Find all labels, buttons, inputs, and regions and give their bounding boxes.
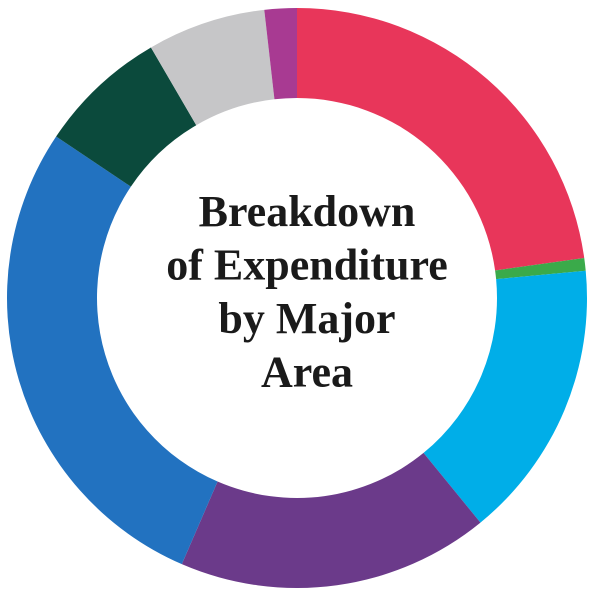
donut-segment [264,8,297,100]
donut-segment [7,136,218,565]
donut-segment [181,452,481,588]
chart-title: Area [261,347,353,396]
chart-title: Breakdown [199,187,416,236]
donut-segment [423,270,587,523]
chart-title: by Major [218,294,395,343]
donut-segment [150,9,275,126]
donut-segment [495,258,586,280]
donut-segment [297,8,585,271]
donut-segment [56,47,197,187]
chart-title: of Expenditure [166,240,448,289]
